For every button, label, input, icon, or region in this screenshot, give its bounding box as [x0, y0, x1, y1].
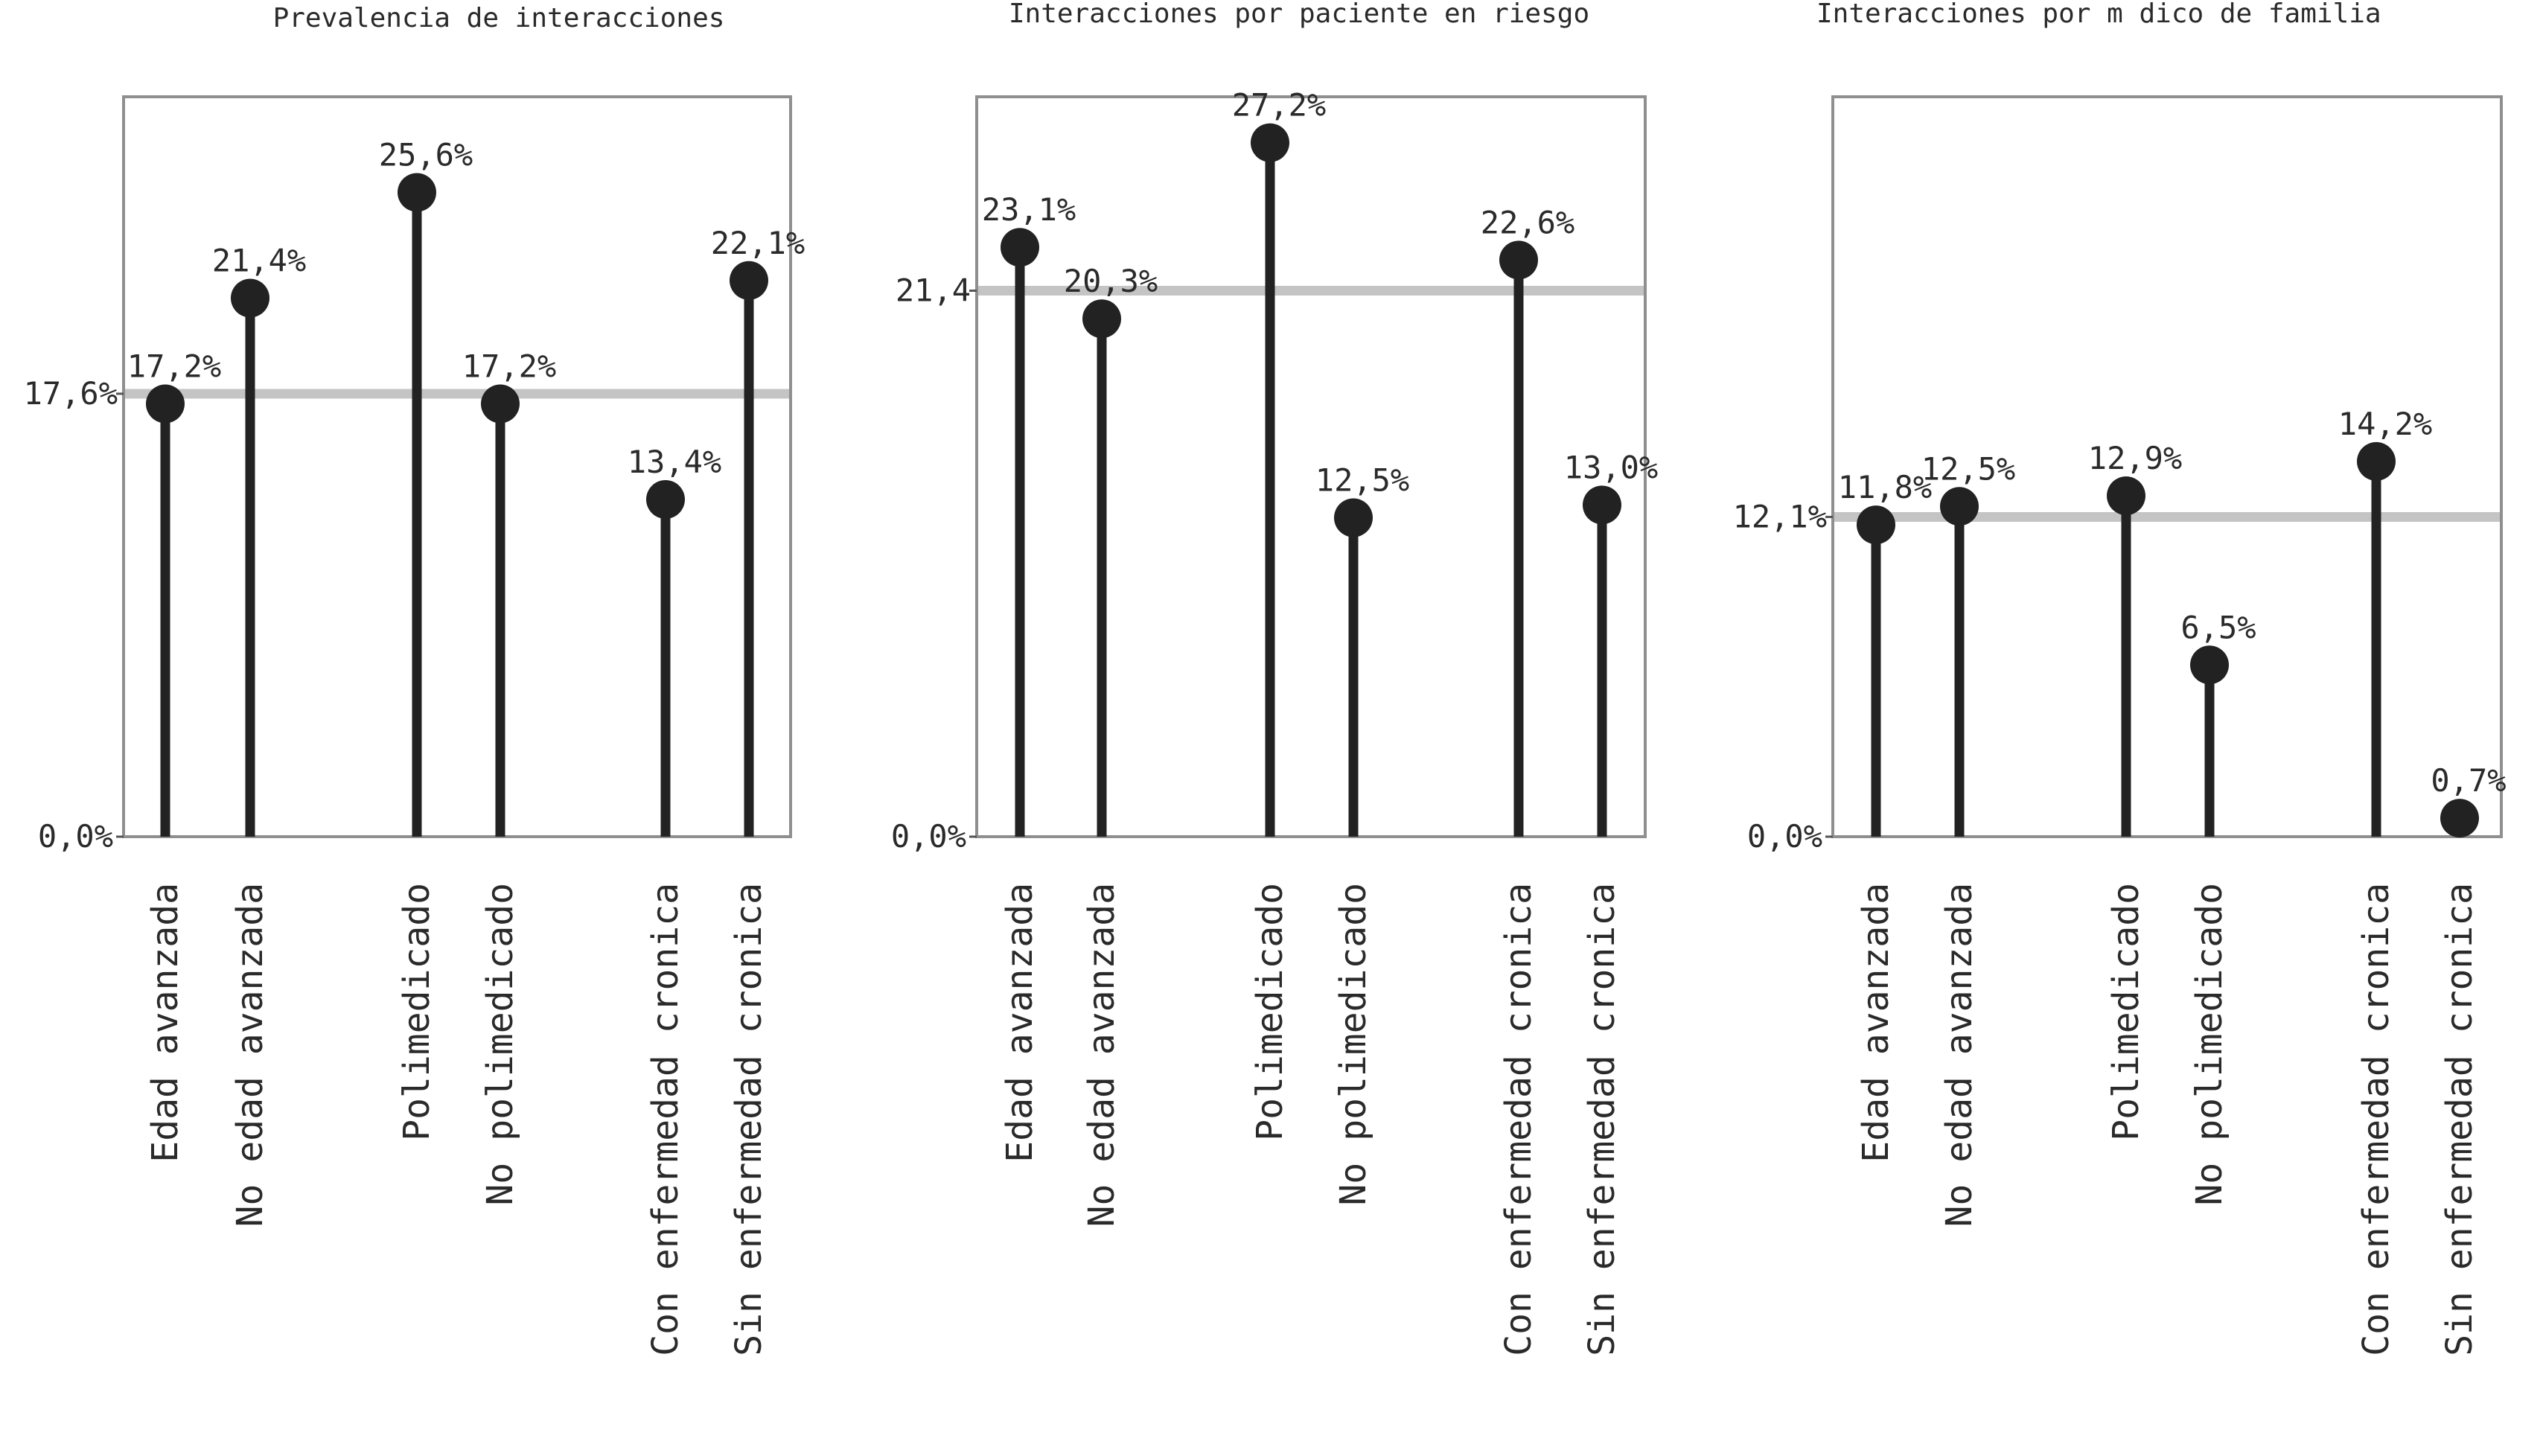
x-category-label: Con enfermedad cronica	[645, 883, 686, 1356]
chart-panel-1: Prevalencia de interacciones0,0%17,6%17,…	[24, 3, 805, 1356]
y-tick-label-reference: 17,6%	[24, 375, 118, 412]
chart-panel-3: Interacciones por m dico de familia 0,0% 1…	[1733, 0, 2507, 1356]
lollipop-point	[1857, 505, 1895, 545]
data-label: 20,3%	[1064, 263, 1158, 299]
lollipop-point	[481, 384, 520, 424]
lollipop-point	[2107, 476, 2145, 516]
lollipop-point	[2357, 441, 2396, 481]
x-category-label: Con enfermedad cronica	[1498, 883, 1539, 1356]
lollipop-point	[2190, 645, 2229, 685]
panel-title: Interacciones por m dico de familia	[1816, 0, 2381, 29]
panel-title: Prevalencia de interacciones	[273, 3, 725, 33]
lollipop-point	[1001, 228, 1039, 267]
x-category-label: No polimedicado	[1333, 883, 1374, 1205]
x-category-label: Polimedicado	[1249, 883, 1291, 1141]
x-category-label: Edad avanzada	[1855, 883, 1897, 1163]
panel-title: Interacciones por paciente en riesgo	[1009, 0, 1589, 29]
data-label: 13,4%	[628, 444, 721, 480]
lollipop-point	[2440, 799, 2479, 838]
y-tick-label-reference: 21,4	[896, 272, 971, 308]
lollipop-point	[1334, 498, 1373, 537]
y-tick-label-zero: 0,0%	[891, 818, 966, 855]
x-category-label: No polimedicado	[479, 883, 521, 1205]
plot-frame	[1831, 95, 2503, 838]
chart-panel-2: Interacciones por paciente en riesgo 0,0%…	[891, 0, 1658, 1356]
lollipop-point	[1940, 487, 1979, 526]
data-label: 6,5%	[2180, 609, 2256, 645]
x-category-label: Edad avanzada	[999, 883, 1041, 1163]
data-label: 13,0%	[1564, 449, 1658, 485]
lollipop-point	[398, 173, 436, 212]
y-tick-label-zero: 0,0%	[1747, 818, 1822, 855]
data-label: 14,2%	[2338, 406, 2432, 442]
x-category-label: Edad avanzada	[144, 883, 186, 1163]
data-label: 17,2%	[127, 348, 221, 384]
lollipop-point	[231, 278, 269, 318]
data-label: 27,2%	[1232, 87, 1326, 124]
x-category-label: Sin enfermedad cronica	[2439, 883, 2480, 1356]
data-label: 22,1%	[711, 225, 805, 261]
data-label: 12,5%	[1315, 462, 1409, 499]
lollipop-point	[1583, 485, 1621, 525]
x-category-label: Polimedicado	[396, 883, 438, 1141]
y-tick-label-zero: 0,0%	[38, 818, 113, 855]
data-label: 23,1%	[982, 191, 1076, 228]
lollipop-point	[146, 384, 185, 424]
x-category-label: Sin enfermedad cronica	[1581, 883, 1623, 1356]
x-category-label: No edad avanzada	[1939, 883, 1980, 1227]
x-category-label: No edad avanzada	[229, 883, 271, 1227]
plot-frame	[122, 95, 792, 838]
lollipop-point	[646, 479, 685, 519]
data-label: 25,6%	[379, 136, 473, 173]
lollipop-point	[1499, 240, 1538, 280]
data-label: 12,9%	[2088, 440, 2182, 476]
lollipop-point	[730, 261, 768, 300]
y-tick-label-reference: 12,1%	[1733, 498, 1827, 534]
lollipop-point	[1251, 123, 1289, 162]
plot-frame	[975, 95, 1647, 838]
data-label: 12,5%	[1921, 450, 2015, 487]
data-label: 0,7%	[2431, 762, 2506, 799]
data-label: 11,8%	[1838, 469, 1932, 505]
data-label: 22,6%	[1481, 204, 1574, 240]
x-category-label: No edad avanzada	[1081, 883, 1123, 1227]
x-category-label: Con enfermedad cronica	[2355, 883, 2397, 1356]
data-label: 21,4%	[212, 242, 306, 278]
lollipop-point	[1082, 299, 1121, 339]
data-label: 17,2%	[462, 348, 556, 384]
x-category-label: Sin enfermedad cronica	[728, 883, 770, 1356]
x-category-label: Polimedicado	[2105, 883, 2147, 1141]
x-category-label: No polimedicado	[2189, 883, 2230, 1205]
